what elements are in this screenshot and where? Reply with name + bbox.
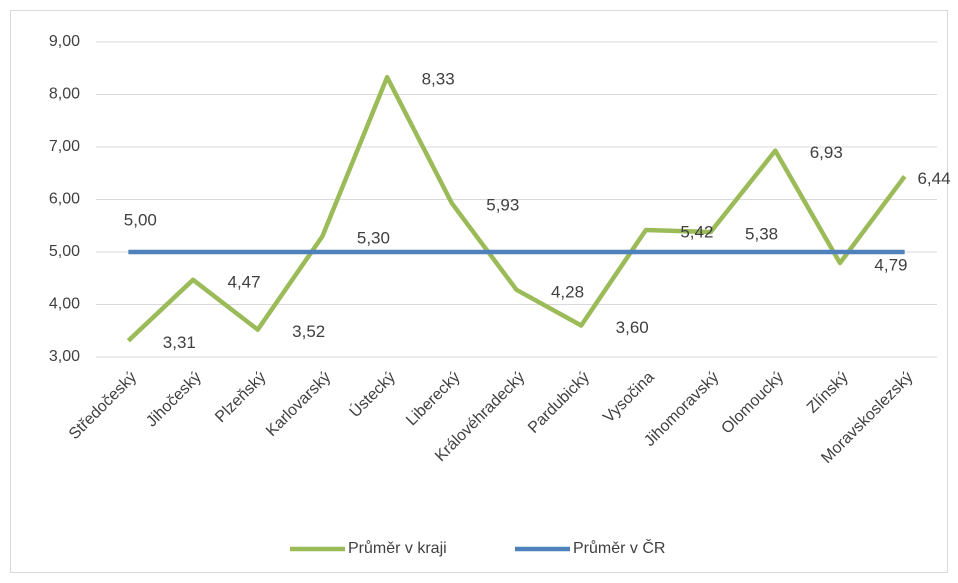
data-label: 3,31 [163,333,196,352]
y-tick-label: 7,00 [49,138,80,155]
data-label: 6,93 [810,143,843,162]
y-tick-label: 4,00 [49,296,80,313]
data-label: 6,44 [917,169,950,188]
data-label: 4,79 [874,256,907,275]
y-tick-label: 6,00 [49,191,80,208]
data-label: 3,60 [616,318,649,337]
data-label: 4,47 [227,272,260,291]
data-label: 5,38 [745,225,778,244]
y-tick-label: 9,00 [49,33,80,50]
y-tick-label: 5,00 [49,243,80,260]
chart-border [10,10,948,573]
data-label: 8,33 [422,70,455,89]
data-label: 4,28 [551,282,584,301]
legend-label: Průměr v kraji [348,539,447,557]
data-label: 5,93 [486,196,519,215]
data-label: 3,52 [292,322,325,341]
data-label: 5,00 [124,210,157,229]
data-label: 5,30 [357,229,390,248]
series-line [126,74,907,343]
data-label: 5,42 [680,222,713,241]
legend-label: Průměr v ČR [573,538,665,557]
y-tick-label: 8,00 [49,86,80,103]
y-tick-label: 3,00 [49,348,80,365]
